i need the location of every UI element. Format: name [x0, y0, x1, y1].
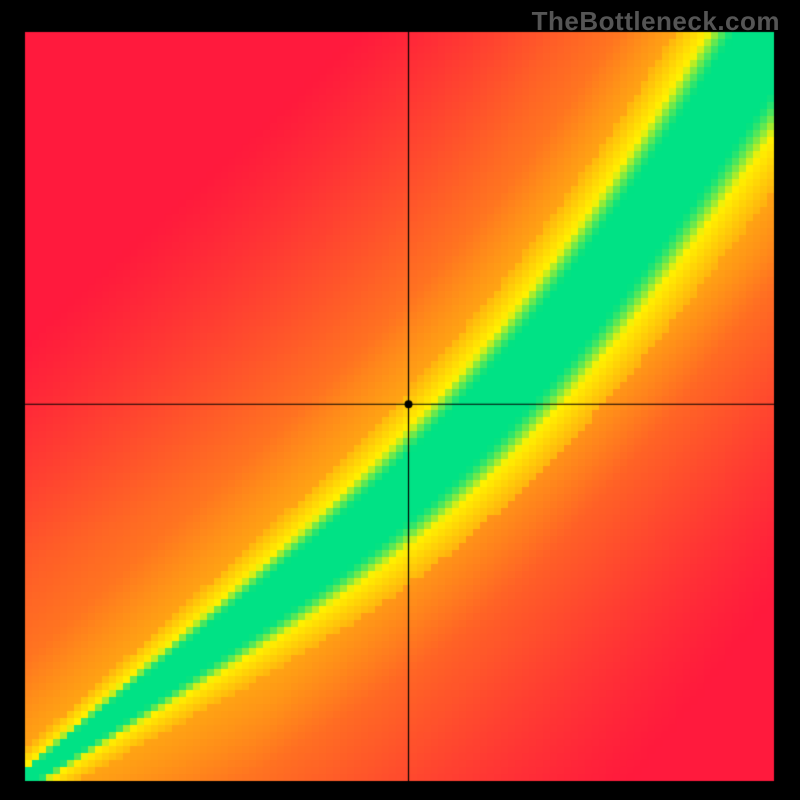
bottleneck-heatmap — [0, 0, 800, 800]
watermark-text: TheBottleneck.com — [532, 6, 780, 37]
